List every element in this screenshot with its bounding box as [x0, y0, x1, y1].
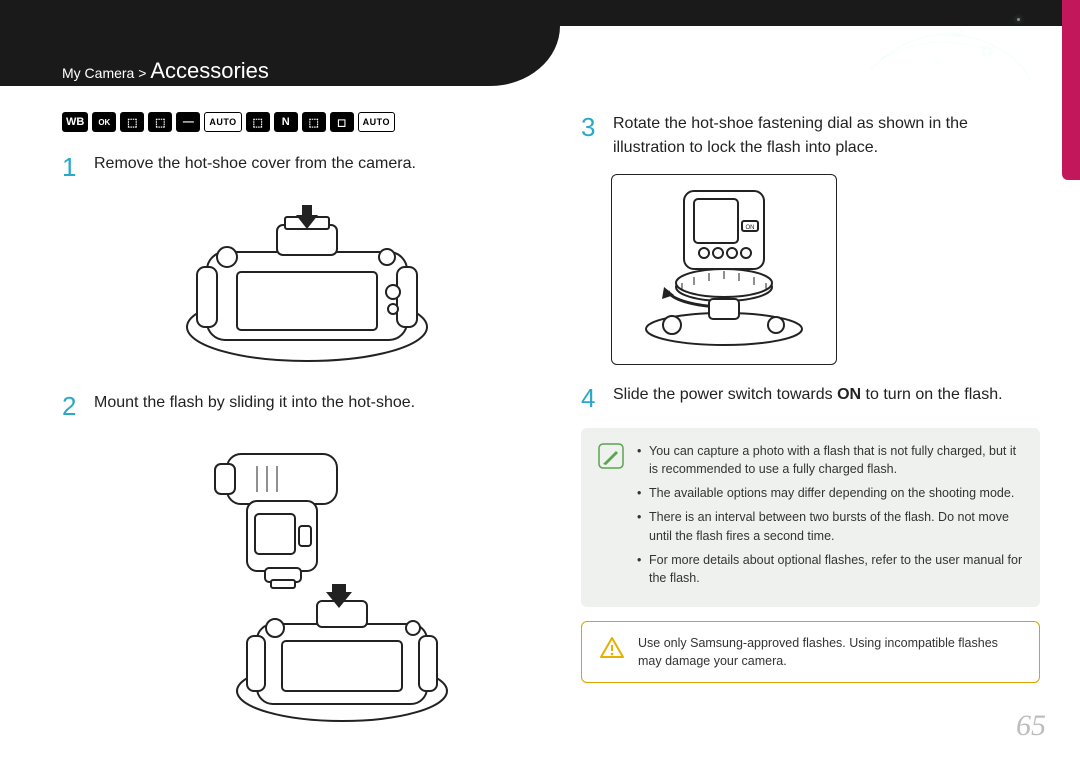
note-box: You can capture a photo with a flash tha…: [581, 428, 1040, 607]
step-text-b: to turn on the flash.: [861, 386, 1002, 403]
breadcrumb-parent: My Camera >: [62, 65, 150, 81]
swirl-decoration: [860, 10, 1040, 90]
mode-badge: ⬚: [148, 112, 172, 132]
warning-text: Use only Samsung-approved flashes. Using…: [638, 634, 1023, 670]
step-number: 3: [581, 112, 599, 160]
step-text-bold: ON: [837, 386, 861, 403]
note-item: There is an interval between two bursts …: [637, 508, 1024, 544]
step-3: 3 Rotate the hot-shoe fastening dial as …: [581, 112, 1040, 160]
illustration-camera-hotshoe: [92, 197, 521, 367]
step-number: 2: [62, 391, 80, 422]
right-column: 3 Rotate the hot-shoe fastening dial as …: [581, 112, 1040, 735]
page-content: WB OK ⬚ ⬚ — AUTO ⬚ N ⬚ ◻ AUTO 1 Remove t…: [62, 112, 1040, 735]
mode-badge-row: WB OK ⬚ ⬚ — AUTO ⬚ N ⬚ ◻ AUTO: [62, 112, 521, 132]
mode-badge: ◻: [330, 112, 354, 132]
step-2: 2 Mount the flash by sliding it into the…: [62, 391, 521, 422]
mode-badge: AUTO: [358, 112, 395, 132]
mode-badge: WB: [62, 112, 88, 132]
mode-badge: ⬚: [120, 112, 144, 132]
note-item: For more details about optional flashes,…: [637, 551, 1024, 587]
step-text: Remove the hot-shoe cover from the camer…: [94, 152, 416, 183]
step-text-a: Slide the power switch towards: [613, 386, 837, 403]
note-item: The available options may differ dependi…: [637, 484, 1024, 502]
step-text: Slide the power switch towards ON to tur…: [613, 383, 1003, 414]
warning-box: Use only Samsung-approved flashes. Using…: [581, 621, 1040, 683]
left-column: WB OK ⬚ ⬚ — AUTO ⬚ N ⬚ ◻ AUTO 1 Remove t…: [62, 112, 521, 735]
illustration-rotate-dial: ON: [611, 174, 837, 365]
illustration-mount-flash: [92, 436, 521, 736]
page-number: 65: [1016, 709, 1046, 743]
step-number: 4: [581, 383, 599, 414]
mode-badge: —: [176, 112, 200, 132]
step-1: 1 Remove the hot-shoe cover from the cam…: [62, 152, 521, 183]
section-tab: [1062, 0, 1080, 180]
step-text: Rotate the hot-shoe fastening dial as sh…: [613, 112, 1040, 160]
mode-badge: ⬚: [302, 112, 326, 132]
breadcrumb: My Camera > Accessories: [62, 58, 269, 84]
step-text: Mount the flash by sliding it into the h…: [94, 391, 415, 422]
step-number: 1: [62, 152, 80, 183]
note-item: You can capture a photo with a flash tha…: [637, 442, 1024, 478]
mode-badge: ⬚: [246, 112, 270, 132]
mode-badge: N: [274, 112, 298, 132]
breadcrumb-current: Accessories: [150, 58, 269, 83]
mode-badge: OK: [92, 112, 116, 132]
svg-text:ON: ON: [746, 225, 755, 231]
warning-icon: [598, 634, 626, 662]
note-list: You can capture a photo with a flash tha…: [637, 442, 1024, 593]
note-icon: [597, 442, 625, 470]
mode-badge: AUTO: [204, 112, 241, 132]
step-4: 4 Slide the power switch towards ON to t…: [581, 383, 1040, 414]
